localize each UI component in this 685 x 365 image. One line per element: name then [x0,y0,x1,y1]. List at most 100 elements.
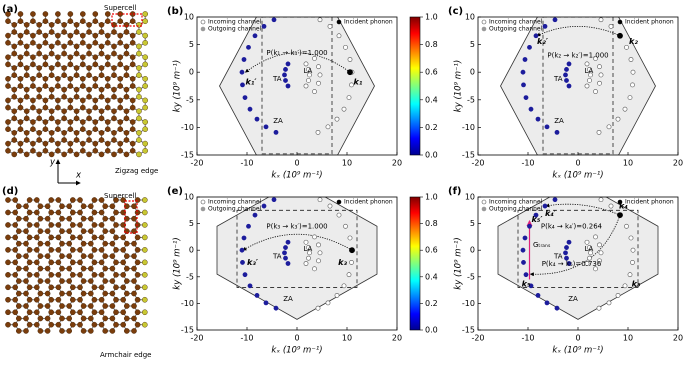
atom [80,76,86,82]
atom [142,76,148,82]
atom [36,86,42,93]
chart: (f) -20 -10 0 10 20 -15 -10 -5 0 5 10 kₓ (10⁹ m⁻¹) ky… [448,186,683,356]
atom [48,321,55,328]
data-point [254,116,260,122]
atom [77,284,83,291]
atom [70,259,76,266]
atom [80,303,87,309]
atom [36,29,42,35]
atom [23,94,30,100]
atom [92,119,99,125]
atom [109,203,116,210]
annotation: P(k₂ → k₂′)=1.000 [547,52,608,60]
data-point [588,250,593,256]
atom [123,72,130,78]
atom [67,97,74,104]
data-point [542,23,548,29]
atom [92,61,99,68]
atom [142,61,148,68]
atom [17,32,24,39]
atom [88,290,94,297]
data-point [327,23,333,29]
atom [30,104,36,111]
transition-arrow [545,203,621,216]
y-tick-label: 10 [465,193,475,202]
data-point [346,95,352,100]
legend-marker [336,19,342,25]
atom [113,296,119,303]
data-point [528,283,534,289]
y-tick-label: -5 [186,272,194,281]
supercell-bz [517,209,639,288]
atom [23,265,29,272]
data-point [285,261,291,266]
atom [59,303,65,309]
atom [5,40,11,46]
atom [30,54,36,61]
atom [124,278,130,284]
atom [42,147,49,154]
atom [111,129,117,136]
atom [70,309,76,316]
data-point [240,82,245,88]
atom [124,240,130,247]
atom [142,83,148,89]
atom [77,309,83,316]
legend-label: Incoming channel [208,199,262,206]
atom [5,259,11,266]
atom [48,108,55,114]
atom [86,65,92,71]
atom [61,86,67,93]
legend-marker [617,199,623,205]
data-point [527,223,532,229]
data-point [241,235,247,241]
data-point [523,272,529,278]
atom [5,272,11,278]
atom [48,86,55,93]
atom [30,140,36,147]
data-point [627,272,633,278]
atom [91,284,98,291]
atom [55,296,62,303]
atom [91,197,98,203]
atom [80,140,86,147]
legend-label: Incoming channel [208,19,262,26]
legend-label: Incident phonon [625,19,674,26]
atom [134,284,141,291]
atom [48,115,55,122]
atom [117,147,124,154]
annotation: LA [304,67,313,75]
atom [73,129,80,136]
data-point [588,72,593,78]
atom [5,284,11,291]
atom [5,140,11,147]
colorbar-tick-label: 0.2 [425,299,438,308]
atom [73,50,80,57]
atom [17,126,24,132]
atom [134,247,141,253]
data-point [242,272,248,278]
atom [55,104,61,111]
legend-label: Outgoing channel [489,26,543,33]
annotation: k₃′ [247,258,259,267]
atom [141,284,148,291]
atom [23,50,30,57]
data-point [593,56,598,61]
atom [48,29,55,35]
atom [80,265,87,272]
data-point [325,300,331,306]
atom [77,222,83,228]
atom [26,259,33,266]
atom [141,259,148,266]
data-point [306,78,311,83]
y-tick-label: 0 [189,68,194,77]
colorbar-tick-label: 1.0 [425,193,438,202]
atom [131,265,137,272]
atom [80,228,87,234]
atom [77,259,83,266]
x-tick-label: 20 [392,159,402,168]
atom [48,309,55,316]
atom [120,222,126,228]
atom [88,265,94,272]
atom [55,234,62,241]
